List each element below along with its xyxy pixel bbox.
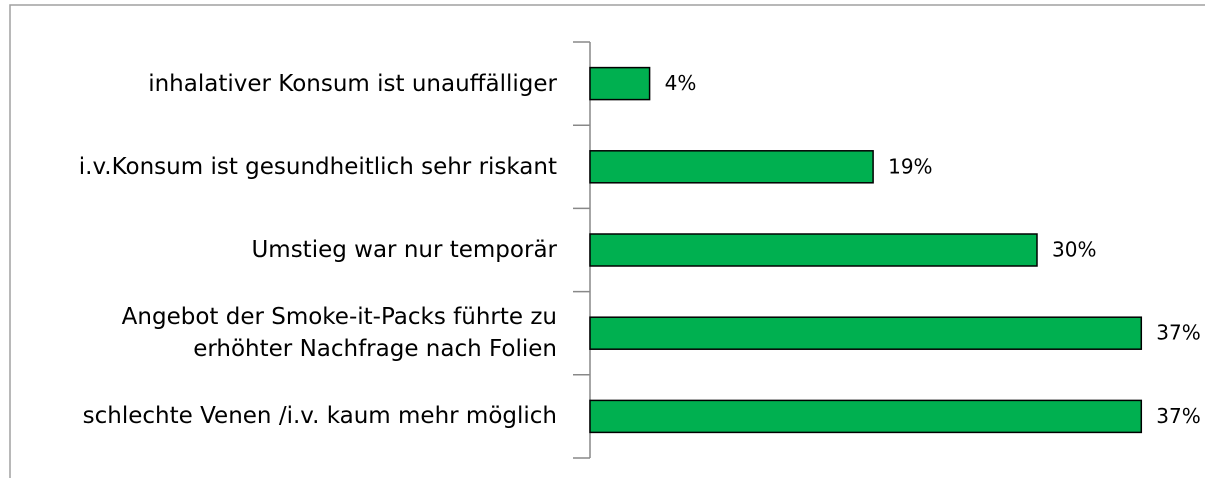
bar: [589, 233, 1038, 267]
category-label: Angebot der Smoke-it-Packs führte zu erh…: [121, 304, 557, 363]
bar: [589, 399, 1143, 434]
value-label: 37%: [1156, 404, 1200, 428]
bar: [589, 66, 651, 101]
value-label: 19%: [888, 154, 932, 178]
category-label: Umstieg war nur temporär: [251, 237, 557, 263]
value-label: 37%: [1156, 321, 1200, 345]
frame: [9, 4, 1205, 478]
category-label: i.v.Konsum ist gesundheitlich sehr riska…: [78, 153, 557, 180]
value-label: 30%: [1052, 238, 1096, 262]
category-label: inhalativer Konsum ist unauffälliger: [148, 70, 557, 97]
bar: [589, 150, 874, 184]
value-label: 4%: [665, 71, 697, 95]
bar: [589, 316, 1143, 350]
category-label: schlechte Venen /i.v. kaum mehr möglich: [82, 403, 557, 430]
